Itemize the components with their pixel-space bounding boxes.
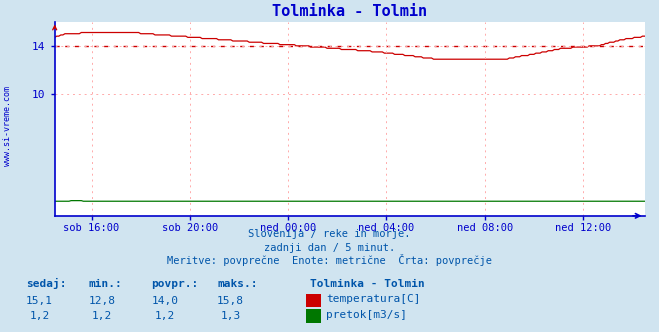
Title: Tolminka - Tolmin: Tolminka - Tolmin xyxy=(272,4,427,19)
Text: Tolminka - Tolmin: Tolminka - Tolmin xyxy=(310,279,424,289)
Text: min.:: min.: xyxy=(89,279,123,289)
Text: 14,0: 14,0 xyxy=(152,296,178,306)
Text: www.si-vreme.com: www.si-vreme.com xyxy=(3,86,13,166)
Text: temperatura[C]: temperatura[C] xyxy=(326,294,420,304)
Text: pretok[m3/s]: pretok[m3/s] xyxy=(326,310,407,320)
Text: sedaj:: sedaj: xyxy=(26,278,67,289)
Text: Slovenija / reke in morje.: Slovenija / reke in morje. xyxy=(248,229,411,239)
Text: Meritve: povprečne  Enote: metrične  Črta: povprečje: Meritve: povprečne Enote: metrične Črta:… xyxy=(167,254,492,266)
Text: povpr.:: povpr.: xyxy=(152,279,199,289)
Text: zadnji dan / 5 minut.: zadnji dan / 5 minut. xyxy=(264,243,395,253)
Text: 12,8: 12,8 xyxy=(89,296,115,306)
Text: 1,3: 1,3 xyxy=(221,311,241,321)
Text: 1,2: 1,2 xyxy=(155,311,175,321)
Text: 15,8: 15,8 xyxy=(217,296,244,306)
Text: maks.:: maks.: xyxy=(217,279,258,289)
Text: 1,2: 1,2 xyxy=(30,311,49,321)
Text: 15,1: 15,1 xyxy=(26,296,53,306)
Text: 1,2: 1,2 xyxy=(92,311,112,321)
